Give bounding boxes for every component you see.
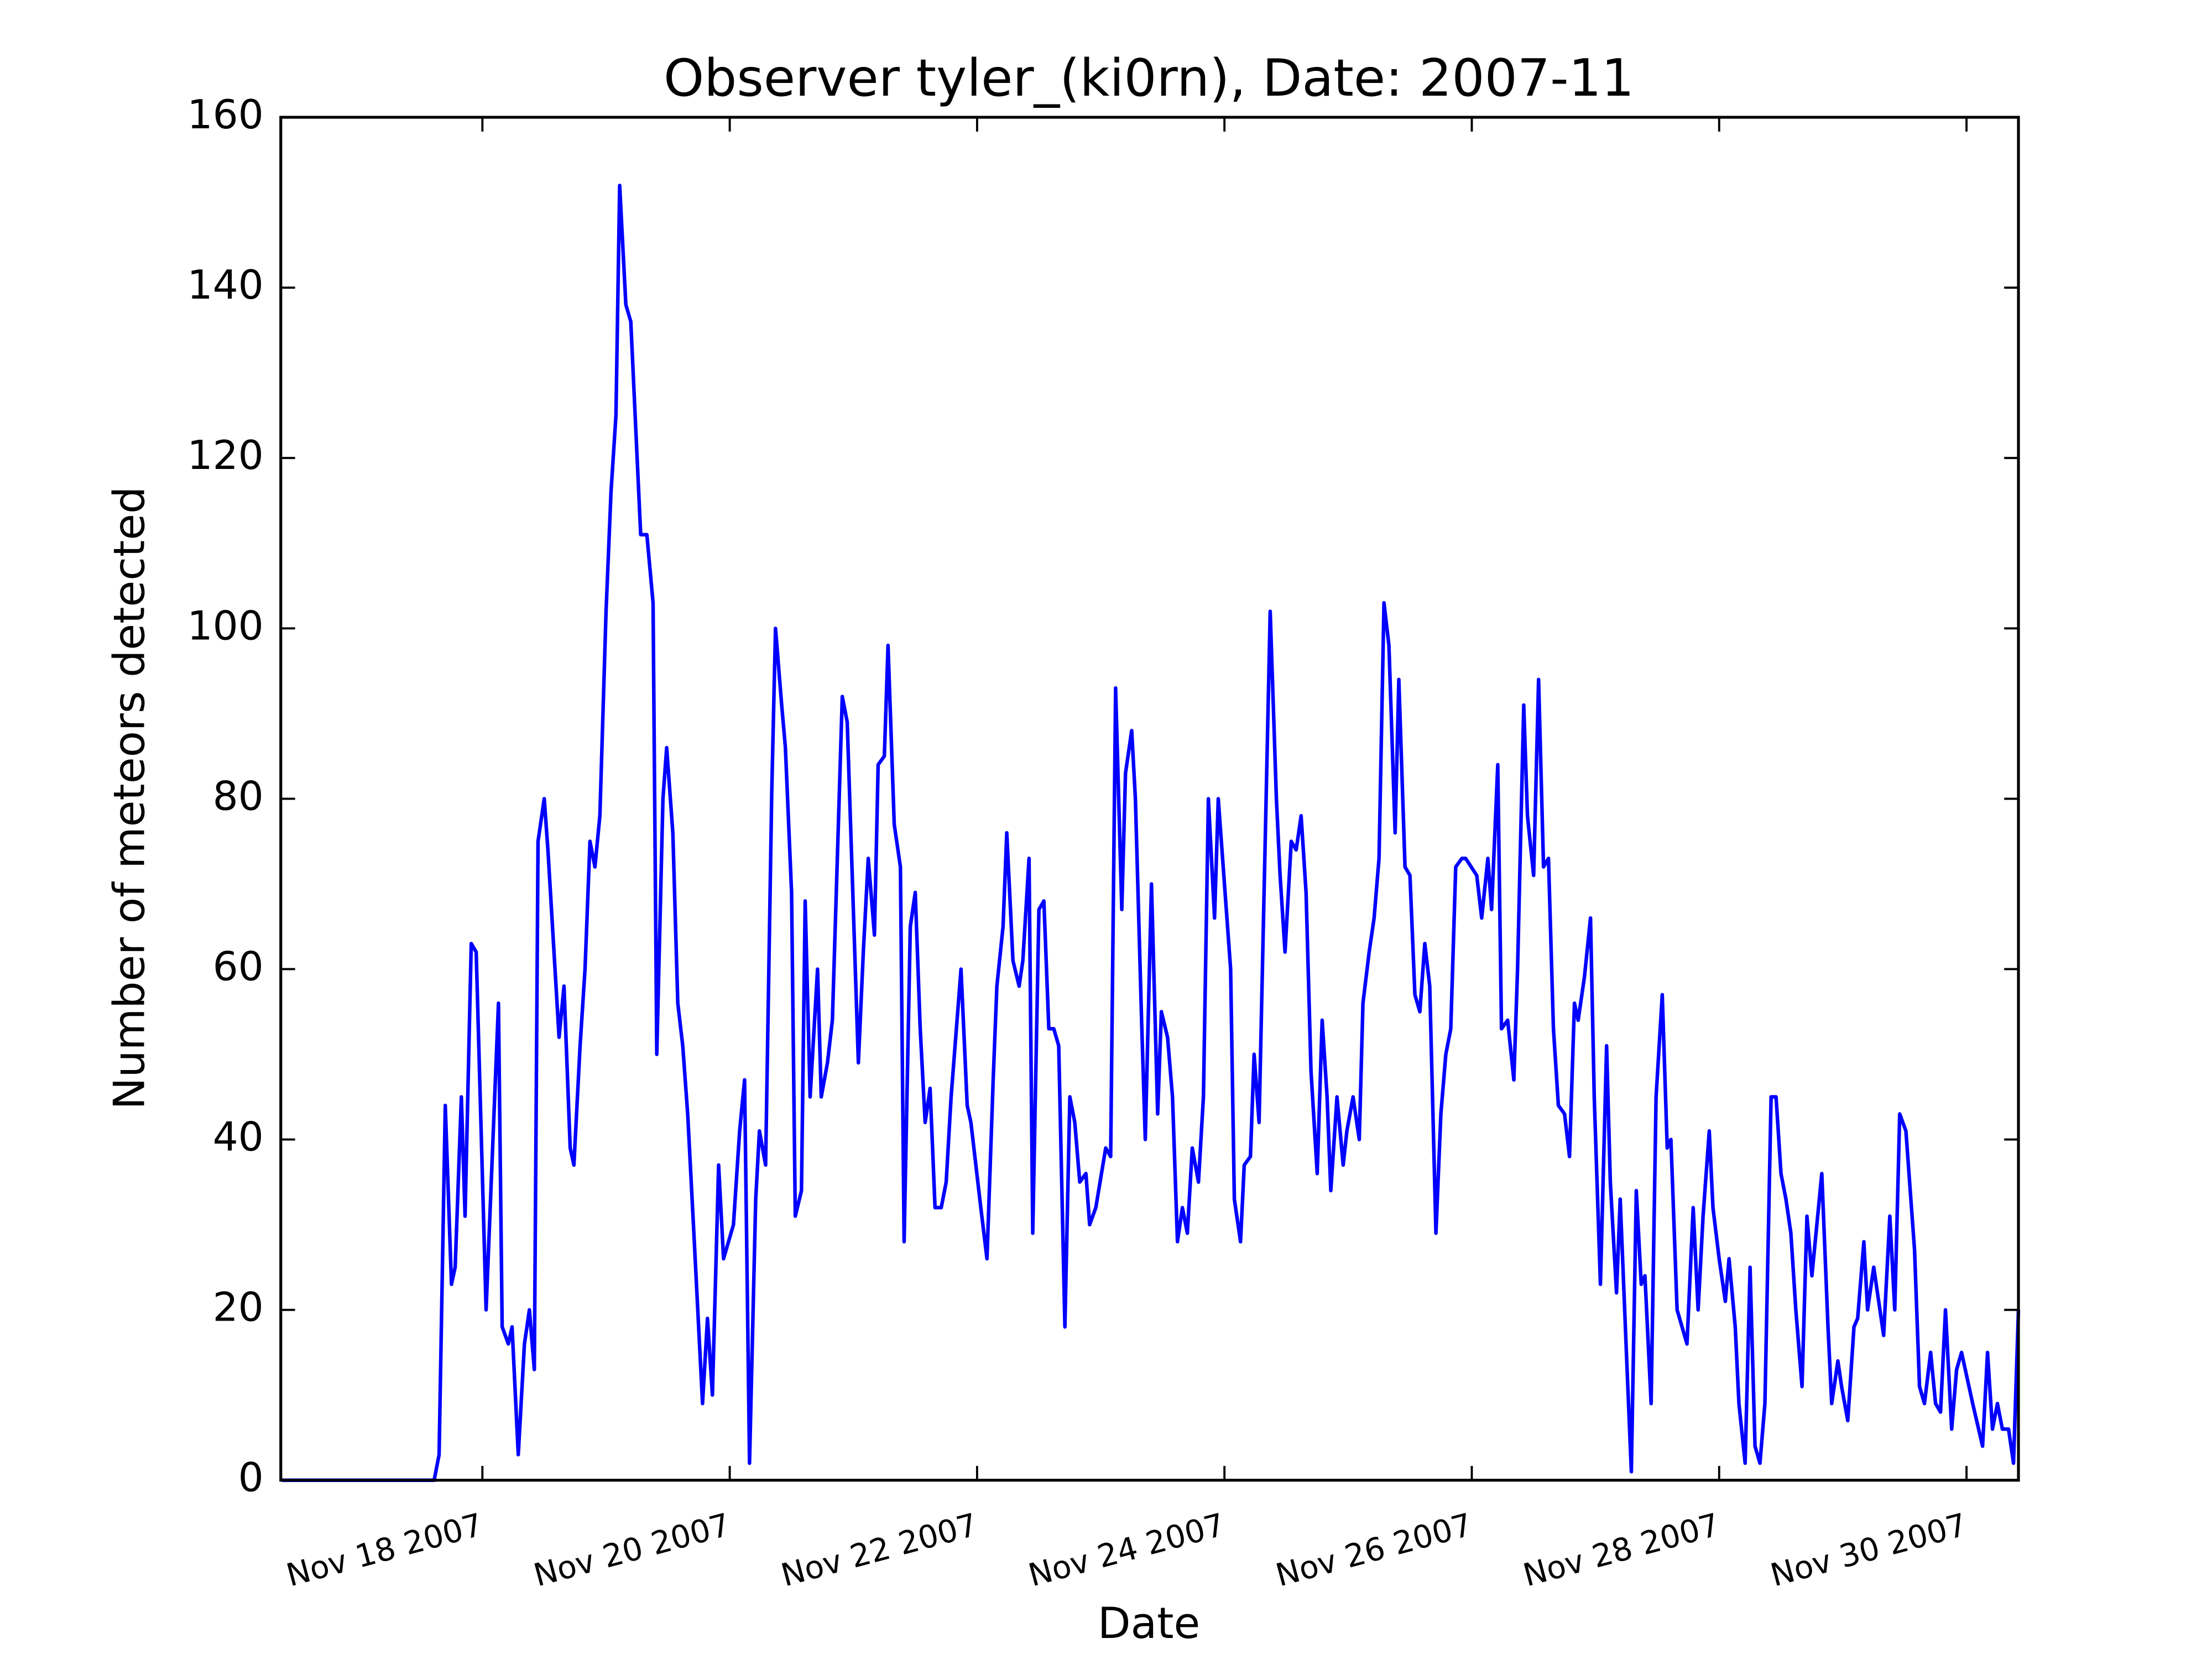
data-line <box>281 184 2021 1482</box>
chart-title: Observer tyler_(ki0rn), Date: 2007-11 <box>664 48 1634 108</box>
y-tick-label: 60 <box>213 943 264 990</box>
y-tick-label: 40 <box>213 1114 264 1161</box>
y-tick-label: 20 <box>213 1285 264 1331</box>
y-tick-label: 80 <box>213 773 264 820</box>
y-tick-label: 120 <box>187 432 264 479</box>
x-tick-label: Nov 30 2007 <box>1767 1506 1971 1594</box>
y-axis-label: Number of meteors detected <box>105 487 154 1110</box>
y-tick-label: 100 <box>187 603 264 649</box>
y-tick-label: 140 <box>187 262 264 309</box>
x-tick-label: Nov 22 2007 <box>778 1506 982 1594</box>
x-tick-label: Nov 28 2007 <box>1519 1506 1723 1594</box>
x-tick-label: Nov 18 2007 <box>283 1506 487 1594</box>
x-tick-label: Nov 26 2007 <box>1272 1506 1476 1594</box>
y-tick-label: 160 <box>187 92 264 138</box>
x-tick-label: Nov 20 2007 <box>530 1506 734 1594</box>
y-tick-label: 0 <box>238 1455 264 1501</box>
x-tick-label: Nov 24 2007 <box>1025 1506 1229 1594</box>
plot-frame <box>279 116 2020 1482</box>
x-axis-label: Date <box>1098 1599 1200 1648</box>
